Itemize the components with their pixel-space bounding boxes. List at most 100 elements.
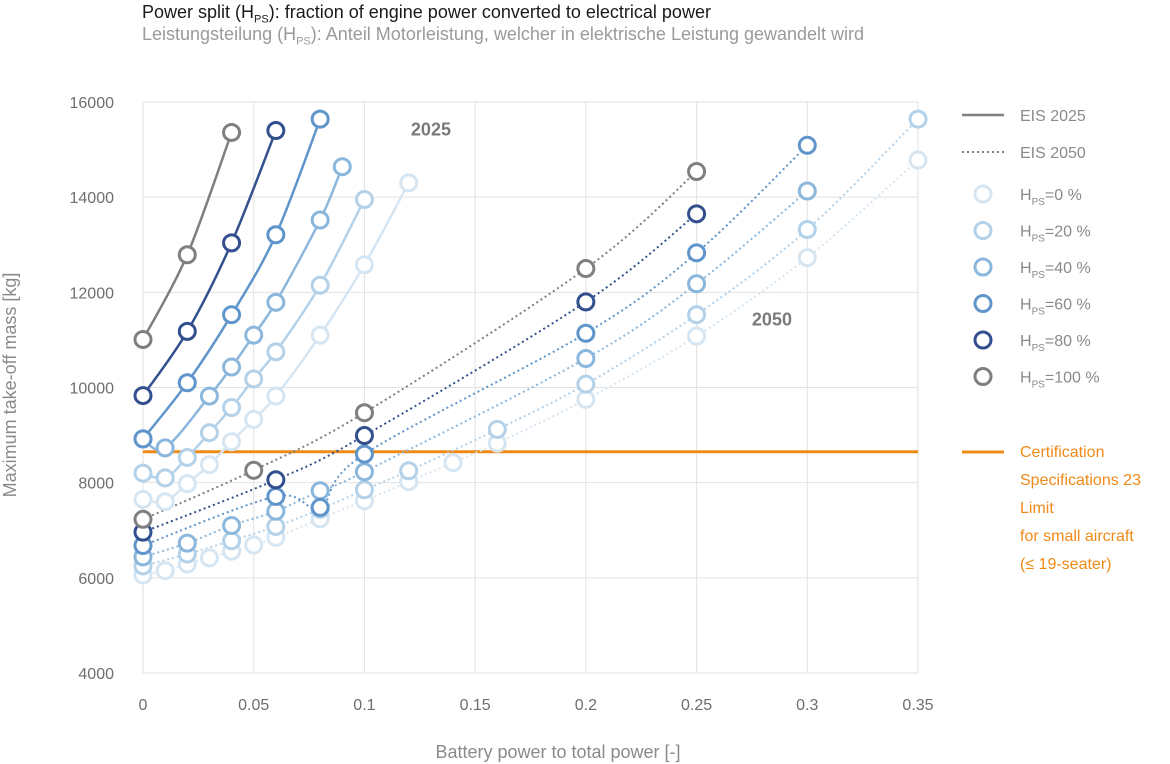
y-tick-label: 10000 [70,381,115,398]
data-point-eis2025-hps60 [133,429,153,449]
annotation-2025: 2025 [411,119,451,139]
legend-hps-marker [973,330,993,350]
data-point-eis2025-hps0 [399,173,419,193]
legend-hps-symbol: H [1020,260,1032,277]
data-point-eis2050-hps0 [199,548,219,568]
data-point-eis2025-hps40 [222,357,242,377]
chart-title: Power split (HPS): fraction of engine po… [142,2,711,26]
data-point-eis2050-hps80 [354,426,374,446]
legend-certification-line: Certification [1020,444,1104,461]
data-point-eis2025-hps20 [222,397,242,417]
data-point-eis2050-hps60 [310,497,330,517]
legend: EIS 2025 EIS 2050 HPS=0 %HPS=20 %HPS=40 … [962,108,1141,573]
legend-hps-subscript: PS [1032,380,1046,391]
data-point-eis2050-hps100 [576,259,596,279]
data-point-eis2050-hps80 [266,470,286,490]
y-tick-label: 12000 [70,285,115,302]
legend-hps-marker [973,257,993,277]
data-point-eis2050-hps60 [354,444,374,464]
data-point-eis2025-hps0 [155,492,175,512]
x-tick-label: 0.2 [575,697,597,714]
data-point-eis2025-hps20 [177,447,197,467]
legend-hps-symbol: H [1020,370,1032,387]
data-point-eis2025-hps40 [310,210,330,230]
data-point-eis2025-hps20 [310,275,330,295]
legend-hps-label: HPS=60 % [1020,297,1091,318]
x-axis-label: Battery power to total power [-] [435,742,680,762]
data-point-eis2025-hps60 [310,109,330,129]
series-markers [133,109,928,585]
data-point-eis2050-hps80 [576,292,596,312]
data-point-eis2025-hps40 [266,292,286,312]
data-point-eis2050-hps0 [244,535,264,555]
x-tick-label: 0.3 [796,697,818,714]
data-point-eis2025-hps20 [155,468,175,488]
data-point-eis2025-hps0 [177,474,197,494]
legend-hps-label: HPS=100 % [1020,370,1100,391]
data-point-eis2025-hps80 [266,121,286,141]
legend-hps-label: HPS=20 % [1020,224,1091,245]
series-line-eis2025-hps100 [141,132,233,340]
data-point-eis2025-hps0 [244,409,264,429]
data-point-eis2050-hps60 [576,323,596,343]
series-line-eis2050-hps40 [142,190,808,558]
data-point-eis2050-hps40 [687,274,707,294]
legend-hps-value: =80 % [1045,333,1091,350]
data-point-eis2025-hps80 [133,386,153,406]
y-tick-label: 16000 [70,95,115,112]
data-point-eis2050-hps40 [177,533,197,553]
data-point-eis2050-hps100 [133,509,153,529]
data-point-eis2025-hps0 [222,432,242,452]
legend-hps-marker [973,221,993,240]
x-tick-label: 0.1 [353,697,375,714]
legend-eis2025-label: EIS 2025 [1020,108,1086,125]
y-axis-label: Maximum take-off mass [kg] [0,273,20,498]
data-point-eis2050-hps100 [687,161,707,181]
data-point-eis2025-hps40 [244,325,264,345]
data-point-eis2050-hps80 [687,204,707,224]
data-point-eis2050-hps100 [354,403,374,423]
legend-hps-label: HPS=80 % [1020,333,1091,354]
legend-hps-value: =0 % [1045,187,1082,204]
legend-hps-marker [973,184,993,204]
data-point-eis2050-hps0 [687,326,707,346]
series-line-eis2025-hps60 [142,118,322,440]
data-point-eis2025-hps60 [222,305,242,325]
data-point-eis2050-hps0 [155,561,175,581]
data-point-eis2025-hps0 [133,489,153,509]
data-point-eis2025-hps0 [310,325,330,345]
data-point-eis2050-hps40 [354,462,374,482]
data-point-eis2050-hps40 [222,515,242,535]
series-line-eis2050-hps80 [142,213,698,534]
data-point-eis2050-hps20 [576,374,596,394]
data-point-eis2050-hps20 [399,461,419,481]
legend-hps-subscript: PS [1032,270,1046,281]
data-point-eis2050-hps20 [687,305,707,325]
y-tick-label: 14000 [70,190,115,207]
y-tick-label: 8000 [78,476,114,493]
legend-certification-label: Certification Specifications 23 Limit for s… [1020,444,1141,573]
legend-hps-subscript: PS [1032,234,1046,245]
data-point-eis2050-hps60 [687,243,707,263]
x-tick-label: 0.05 [238,697,269,714]
series-line-eis2025-hps40 [142,166,344,451]
legend-hps-value: =40 % [1045,260,1091,277]
annotation-2050: 2050 [752,310,792,330]
data-point-eis2050-hps0 [908,150,928,170]
data-point-eis2050-hps20 [266,516,286,536]
data-point-eis2050-hps40 [797,181,817,201]
data-point-eis2050-hps60 [266,486,286,506]
legend-certification-line: Limit [1020,500,1054,517]
y-tick-label: 4000 [78,666,114,683]
legend-certification-line: Specifications 23 [1020,472,1141,489]
data-point-eis2050-hps20 [908,109,928,129]
series-line-eis2050-hps100 [142,170,698,521]
data-point-eis2025-hps20 [199,423,219,443]
data-point-eis2050-hps40 [310,481,330,501]
data-point-eis2050-hps0 [443,453,463,473]
legend-hps-symbol: H [1020,297,1032,314]
legend-hps-items: HPS=0 %HPS=20 %HPS=40 %HPS=60 %HPS=80 %H… [973,184,1100,391]
data-point-eis2050-hps20 [222,531,242,551]
data-point-eis2025-hps40 [155,438,175,458]
